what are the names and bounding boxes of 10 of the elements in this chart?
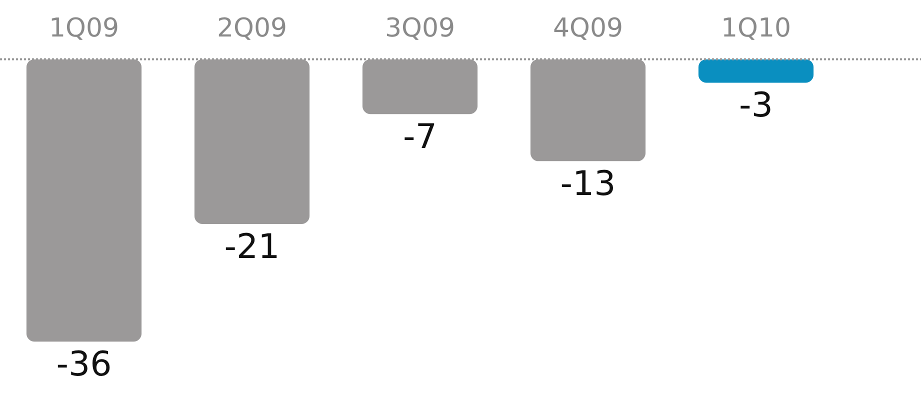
x-tick-label: 4Q09 [552, 13, 624, 44]
x-tick-label: 2Q09 [216, 13, 288, 44]
data-label: -7 [403, 116, 437, 157]
x-tick-label: 1Q09 [48, 13, 120, 44]
x-tick-label: 3Q09 [384, 13, 456, 44]
data-label: -3 [739, 86, 773, 126]
data-label: -13 [560, 164, 616, 204]
data-label: -21 [224, 226, 280, 267]
x-tick-label: 1Q10 [720, 13, 792, 44]
data-label: -36 [56, 344, 112, 384]
